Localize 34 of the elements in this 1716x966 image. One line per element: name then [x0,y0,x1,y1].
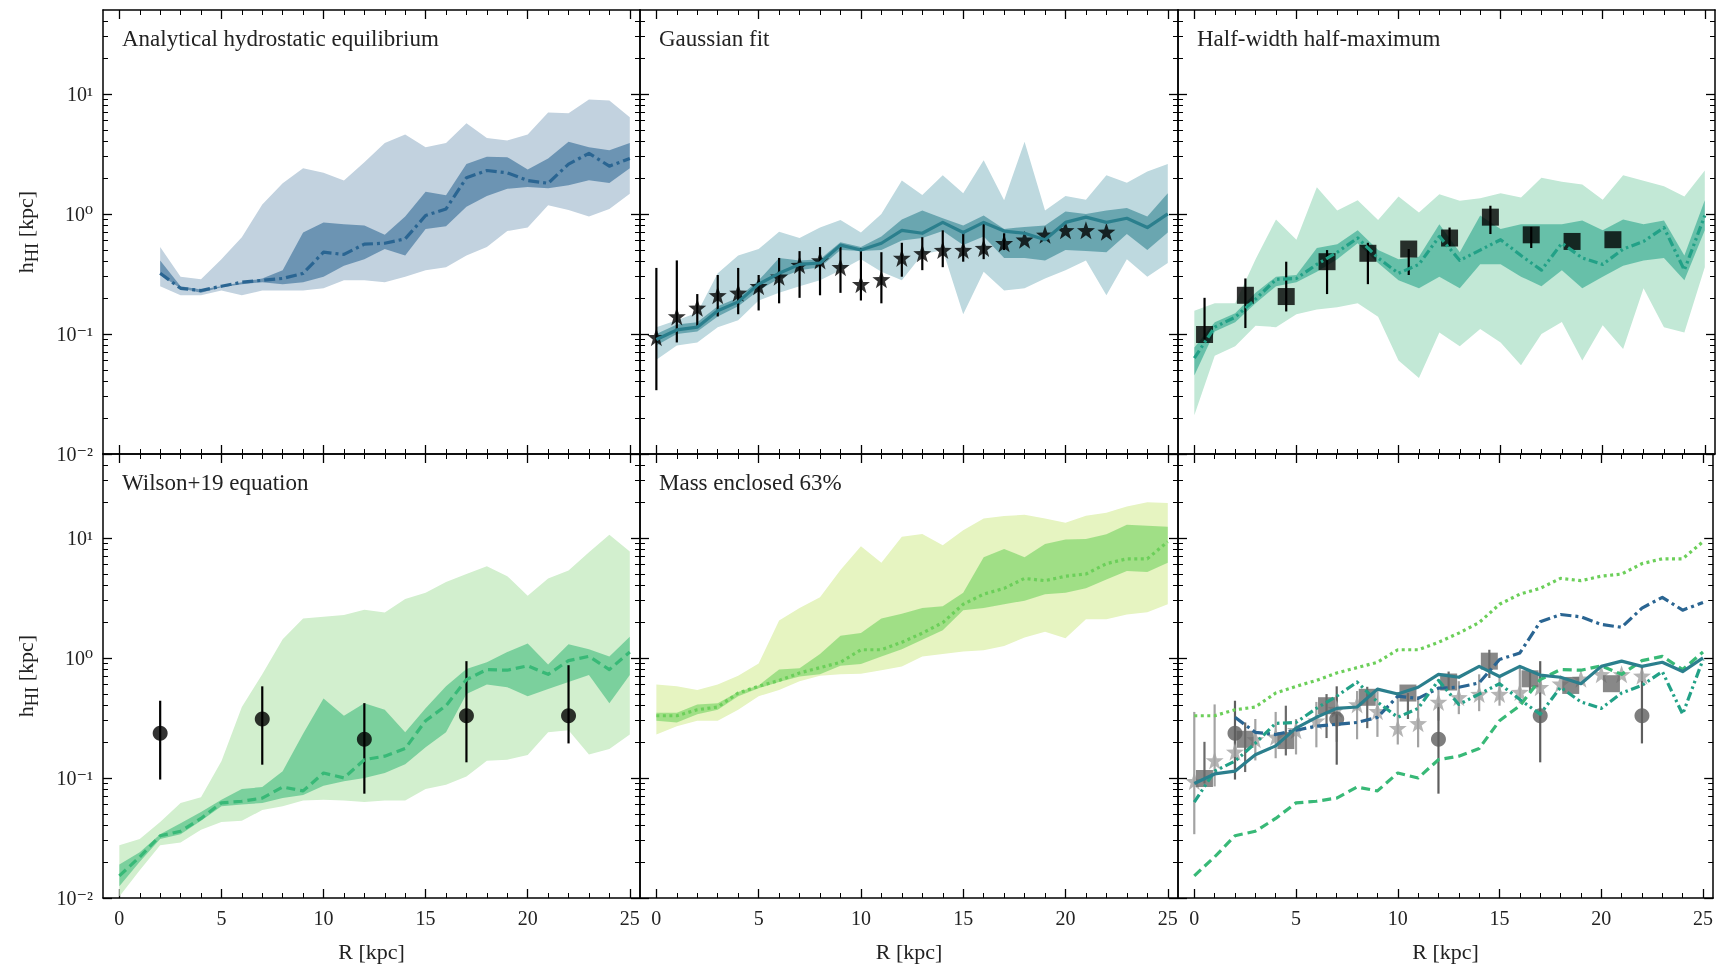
text: Half-width half-maximum [1197,26,1441,51]
x-tick-label: 20 [517,907,538,929]
y-tick-label: 10⁰ [64,202,93,225]
x-tick-label: 15 [1489,907,1510,929]
y-tick-label: 10⁻¹ [56,322,93,345]
x-tick-label: 20 [1591,907,1612,929]
y-tick-label: 10¹ [67,526,93,549]
x-axis-title: R [kpc] [875,938,943,964]
text: Mass enclosed 63% [659,470,842,495]
y-tick-label: 10¹ [67,82,93,105]
x-tick-label: 0 [1189,907,1200,929]
x-tick-label: 10 [313,907,334,929]
x-axis-title: R [kpc] [1412,938,1479,964]
x-tick-label: 5 [216,907,227,929]
x-tick-label: 25 [1157,907,1178,929]
x-tick-label: 5 [1291,907,1302,929]
y-tick-label: 10⁻² [56,443,93,465]
x-tick-label: 5 [753,907,764,929]
x-tick-label: 10 [850,907,871,929]
y-tick-label: 10⁰ [64,646,93,669]
x-tick-label: 25 [619,907,640,929]
text: Analytical hydrostatic equilibrium [122,26,439,51]
x-tick-label: 15 [953,907,974,929]
text: Wilson+19 equation [122,470,309,495]
x-tick-label: 0 [651,907,662,929]
x-tick-label: 15 [415,907,436,929]
x-tick-label: 20 [1055,907,1076,929]
y-tick-label: 10⁻¹ [56,766,93,789]
text: Gaussian fit [659,26,771,51]
x-axis-title: R [kpc] [338,938,405,964]
y-tick-label: 10⁻² [56,887,93,909]
x-tick-label: 25 [1693,907,1713,929]
x-tick-label: 10 [1387,907,1408,929]
x-tick-label: 0 [114,907,125,929]
